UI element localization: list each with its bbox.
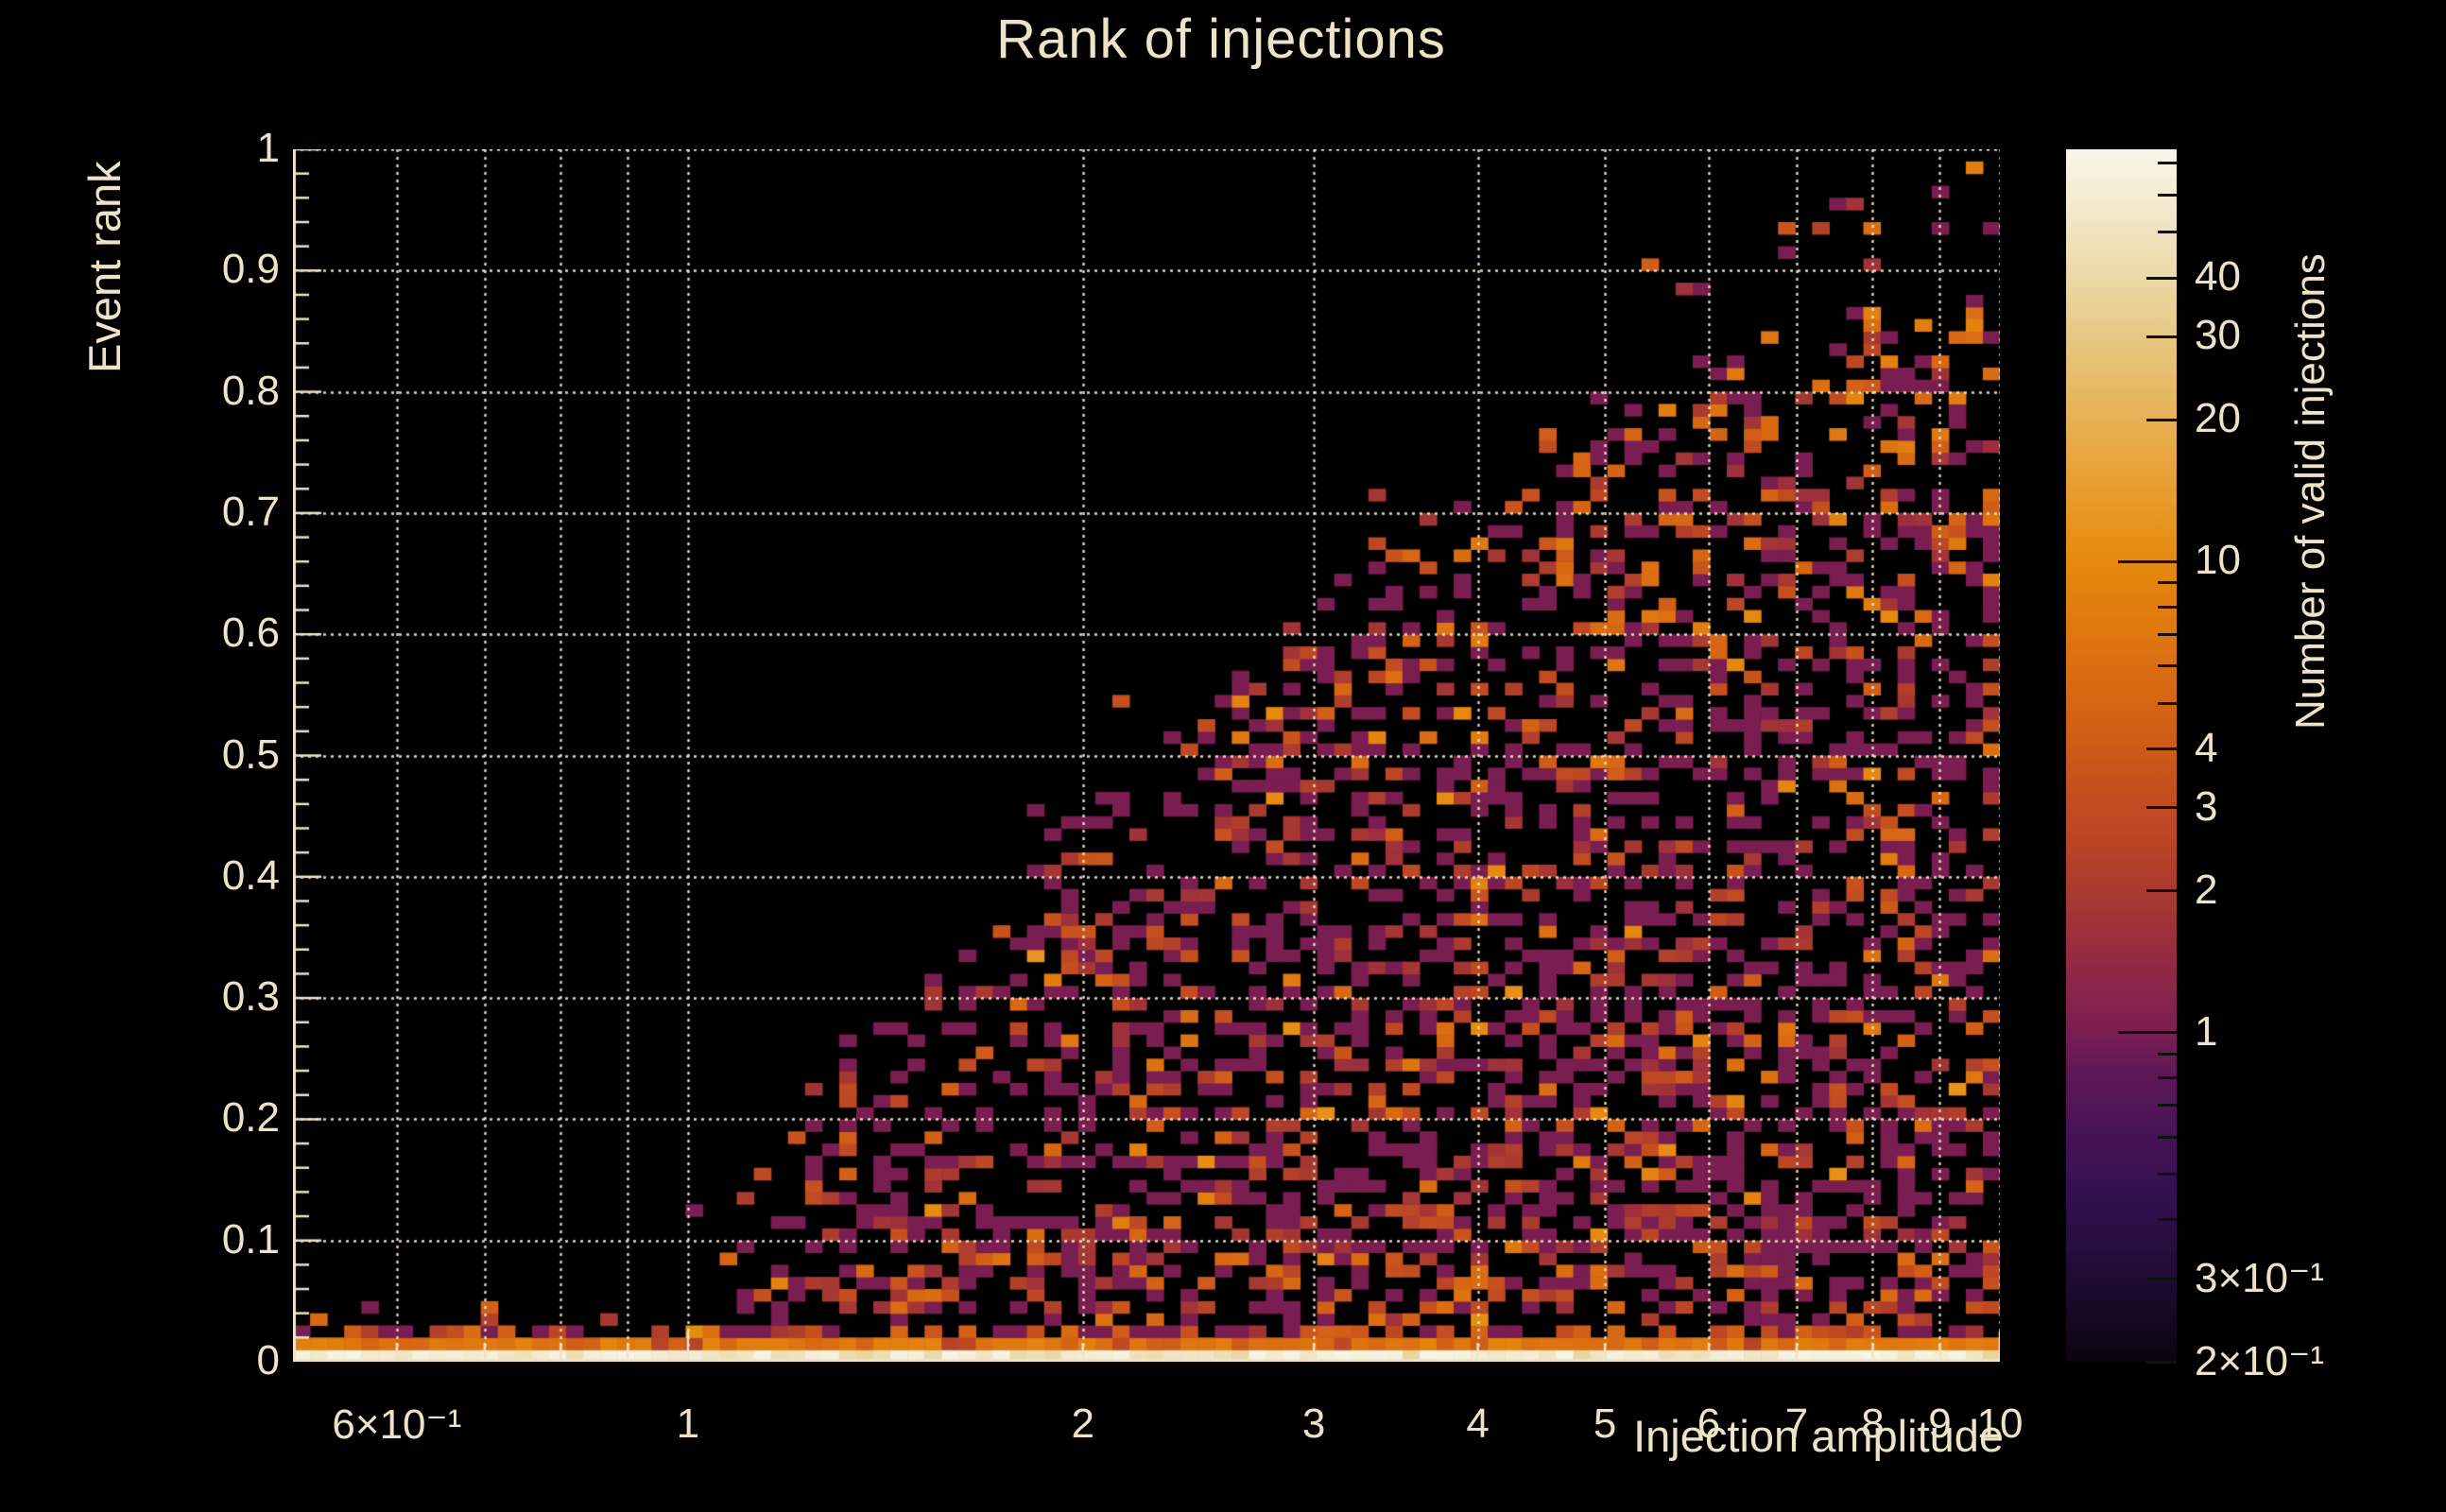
colorbar-tick-label: 2×10⁻¹ — [2195, 1338, 2324, 1384]
colorbar-tick — [2158, 701, 2177, 705]
x-axis-tick-label: 9 — [1928, 1400, 1952, 1447]
y-axis-tick-label: 0.2 — [221, 1094, 280, 1142]
y-axis-tick-label: 0.5 — [221, 730, 280, 778]
y-axis-tick-label: 0.1 — [221, 1215, 280, 1263]
y-axis-tick-label: 1 — [256, 125, 280, 171]
x-axis-tick-label: 5 — [1593, 1400, 1617, 1447]
colorbar-tick — [2118, 559, 2177, 563]
colorbar-tick-label: 3×10⁻¹ — [2195, 1255, 2324, 1302]
colorbar-tick — [2158, 581, 2177, 585]
colorbar-tick — [2158, 231, 2177, 234]
colorbar-title: Number of valid injections — [2287, 253, 2334, 730]
colorbar-tick-label: 10 — [2195, 537, 2241, 584]
colorbar-tick — [2158, 1218, 2177, 1222]
x-axis-title: Injection amplitude — [1633, 1411, 2004, 1461]
colorbar-tick — [2158, 664, 2177, 668]
colorbar-tick — [2158, 1052, 2177, 1056]
colorbar-tick — [2146, 276, 2177, 280]
x-axis-tick-label: 6 — [1697, 1400, 1721, 1447]
colorbar-tick-label: 30 — [2195, 312, 2241, 359]
colorbar-tick — [2146, 889, 2177, 893]
y-axis-tick-label: 0.3 — [221, 973, 280, 1021]
colorbar-tick — [2158, 1135, 2177, 1139]
y-axis-title: Event rank — [79, 161, 129, 373]
colorbar-tick — [2146, 1360, 2177, 1364]
colorbar-tick-label: 40 — [2195, 253, 2241, 301]
colorbar-tick — [2158, 605, 2177, 609]
x-axis-tick-label: 10 — [1976, 1400, 2024, 1447]
x-axis-tick-label: 3 — [1301, 1400, 1326, 1447]
y-axis-tick-label: 0.8 — [221, 367, 280, 414]
colorbar-tick — [2146, 806, 2177, 810]
y-axis-tick-label: 0.9 — [221, 246, 280, 293]
x-axis-tick-label: 4 — [1466, 1400, 1490, 1447]
colorbar-gradient — [2066, 149, 2177, 1362]
x-axis-tick-label: 1 — [676, 1400, 700, 1447]
colorbar-tick — [2146, 747, 2177, 750]
y-axis-tick-label: 0.7 — [221, 488, 280, 535]
colorbar-tick — [2158, 1104, 2177, 1108]
colorbar-tick-label: 3 — [2195, 782, 2218, 830]
colorbar-tick-label: 1 — [2195, 1007, 2218, 1055]
colorbar-tick — [2146, 1277, 2177, 1280]
x-axis-tick-label: 2 — [1071, 1400, 1094, 1447]
y-axis-tick-label: 0.4 — [221, 851, 280, 899]
colorbar-tick — [2158, 193, 2177, 197]
x-axis-tick-label: 6×10⁻¹ — [332, 1401, 462, 1448]
colorbar-tick — [2158, 1076, 2177, 1080]
heatmap-canvas — [293, 149, 2000, 1362]
colorbar-tick — [2118, 1031, 2177, 1035]
colorbar-tick — [2158, 162, 2177, 165]
colorbar-tick-label: 2 — [2195, 866, 2218, 913]
y-axis-tick-label: 0.6 — [221, 610, 280, 657]
colorbar-tick — [2158, 632, 2177, 636]
colorbar-tick — [2158, 1173, 2177, 1177]
colorbar-tick — [2146, 335, 2177, 338]
x-axis-tick-label: 8 — [1861, 1400, 1885, 1447]
colorbar-tick-label: 4 — [2195, 724, 2218, 771]
y-axis-tick-label: 0 — [256, 1337, 280, 1383]
chart-title: Rank of injections — [996, 9, 1446, 70]
colorbar-tick — [2146, 418, 2177, 421]
x-axis-tick-label: 7 — [1784, 1400, 1809, 1447]
colorbar-tick-label: 20 — [2195, 395, 2241, 442]
